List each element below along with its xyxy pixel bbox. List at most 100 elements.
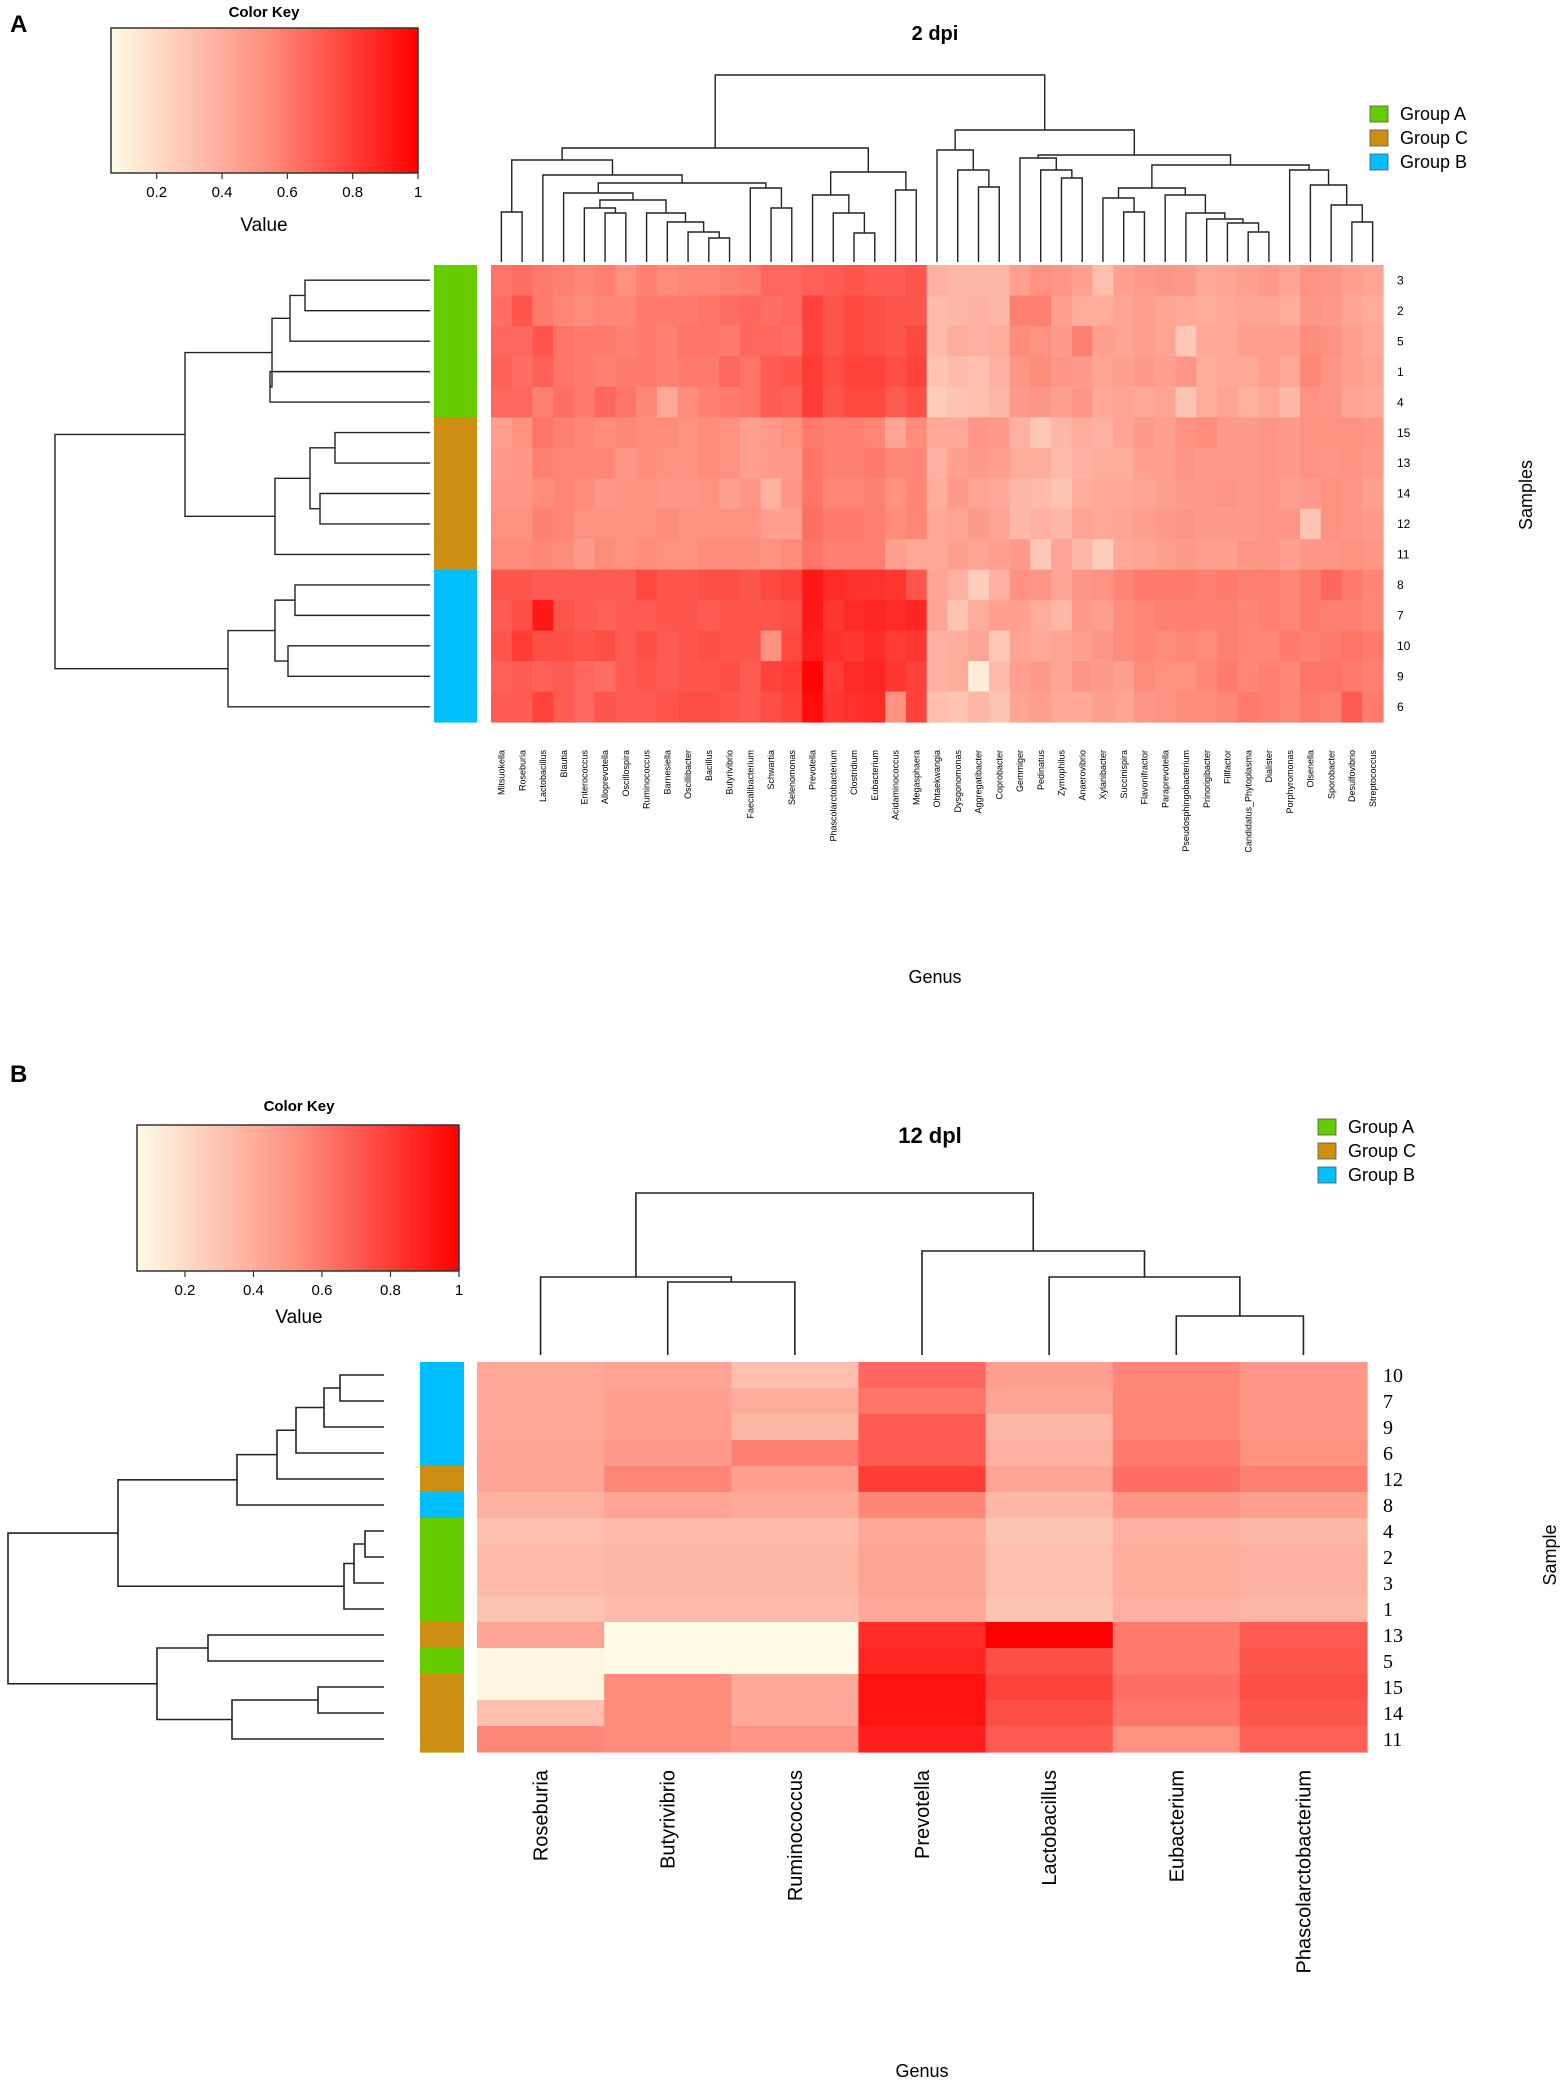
heatmap-cell (731, 1596, 860, 1623)
heatmap-cell (594, 630, 617, 662)
dendrogram-branch (666, 221, 705, 262)
heatmap-cell (532, 661, 554, 693)
heatmap-cell (760, 447, 783, 479)
dendrogram-branch (317, 1686, 384, 1714)
heatmap-cell (1300, 356, 1322, 388)
heatmap-cell (988, 478, 1011, 510)
heatmap-cell (988, 386, 1011, 418)
color-key-tick-label: 0.4 (212, 184, 233, 201)
dendrogram-branch (936, 149, 975, 262)
heatmap-cell (573, 386, 596, 418)
heatmap-cell (731, 1726, 860, 1753)
color-key-gradient-a (110, 27, 419, 174)
heatmap-cell (698, 295, 720, 327)
heatmap-cell (1030, 265, 1052, 297)
column-label: Prevotella (808, 750, 818, 790)
heatmap-cell (988, 417, 1011, 449)
column-labels-b: Roseburia Butyrivibrio Ruminococcus Prevote… (531, 1769, 1316, 1973)
heatmap-cell (802, 630, 824, 662)
heatmap-cell (1071, 478, 1094, 510)
heatmap-cell (843, 295, 865, 327)
heatmap-cell (1237, 630, 1260, 662)
heatmap-cell (985, 1440, 1114, 1467)
heatmap-cell (988, 447, 1011, 479)
column-label: Schwartia (766, 750, 776, 790)
heatmap-cell (615, 417, 637, 449)
heatmap-cell (553, 295, 575, 327)
heatmap-cell (719, 325, 741, 357)
column-label: Faecalibacterium (745, 750, 755, 819)
heatmap-cell (988, 295, 1011, 327)
heatmap-cell (573, 295, 596, 327)
heatmap-cell (1175, 508, 1197, 540)
column-label: Sporobacter (1326, 750, 1336, 799)
heatmap-cell (636, 508, 658, 540)
heatmap-cell (1092, 386, 1114, 418)
heatmap-cell (843, 600, 865, 632)
dendrogram-branch (770, 207, 793, 262)
group-color-cell (434, 539, 477, 571)
dendrogram-branch (853, 232, 876, 262)
heatmap-cell (1134, 630, 1156, 662)
heatmap-cell (615, 386, 637, 418)
heatmap-cell (739, 691, 762, 723)
row-dendrogram-a (54, 279, 430, 708)
heatmap-cell (985, 1570, 1114, 1597)
heatmap-cell (858, 1544, 987, 1571)
group-color-cell (434, 386, 477, 418)
heatmap-cell (1009, 356, 1031, 388)
group-color-cell (434, 417, 477, 449)
heatmap-cell (781, 661, 803, 693)
heatmap-cell (615, 569, 637, 601)
heatmap-cell (594, 386, 617, 418)
heatmap-cell (739, 417, 762, 449)
heatmap-cell (532, 356, 554, 388)
heatmap-cell (1239, 1414, 1368, 1441)
heatmap-cell (802, 386, 824, 418)
color-key-tick-label: 1 (414, 184, 422, 201)
heatmap-cell (1341, 386, 1363, 418)
heatmap-cell (1071, 630, 1094, 662)
heatmap-cell (988, 539, 1011, 571)
heatmap-cell (1196, 630, 1218, 662)
heatmap-cell (864, 600, 886, 632)
heatmap-cell (1196, 569, 1218, 601)
heatmap-cell (604, 1700, 732, 1727)
heatmap-cell (1279, 661, 1301, 693)
heatmap-cell (1154, 386, 1177, 418)
heatmap-cell (1071, 508, 1094, 540)
heatmap-cell (864, 265, 886, 297)
heatmap-cell (1134, 600, 1156, 632)
heatmap-cell (1051, 630, 1073, 662)
heatmap-cell (1217, 630, 1239, 662)
color-key-label-b: Value (275, 1307, 322, 1328)
heatmap-cell (781, 356, 803, 388)
heatmap-cell (477, 1622, 605, 1649)
heatmap-cell (1030, 356, 1052, 388)
column-label: Bacillus (704, 750, 714, 782)
heatmap-cell (1009, 691, 1031, 723)
row-label: 11 (1383, 1729, 1402, 1751)
column-labels-a: Mitsuokella Roseburia Lactobacillus Blautia… (497, 750, 1378, 853)
heatmap-cell (1258, 661, 1280, 693)
heatmap-cell (781, 478, 803, 510)
column-label: Ruminococcus (642, 750, 652, 810)
heatmap-cell (1092, 600, 1114, 632)
row-label: 6 (1383, 1443, 1393, 1465)
heatmap-cell (656, 325, 679, 357)
dendrogram-branch (957, 169, 990, 262)
heatmap-cell (1258, 386, 1280, 418)
dendrogram-branch (645, 212, 687, 262)
heatmap-cell (843, 478, 865, 510)
heatmap-cell (988, 630, 1011, 662)
heatmap-cell (947, 478, 969, 510)
heatmap-cell (1300, 478, 1322, 510)
heatmap-cell (885, 661, 907, 693)
heatmap-cell (1237, 386, 1260, 418)
row-label: 2 (1383, 1547, 1393, 1569)
row-label: 14 (1383, 1703, 1403, 1725)
group-color-cell (434, 661, 477, 693)
panel-label-a: A (10, 11, 27, 38)
heatmap-cell (1030, 508, 1052, 540)
